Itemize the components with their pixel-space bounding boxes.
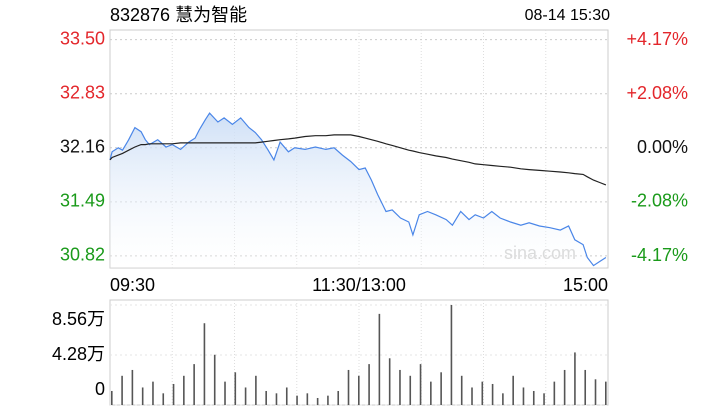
y2-tick-label: -4.17%	[631, 245, 688, 265]
y-tick-label: 4.28万	[52, 344, 105, 364]
volume-bar	[584, 369, 587, 405]
volume-bar	[460, 375, 463, 405]
volume-bar	[285, 387, 288, 405]
x-tick-label: 11:30/13:00	[312, 275, 406, 295]
volume-bar	[440, 372, 442, 405]
volume-bar	[605, 381, 607, 405]
volume-bar	[327, 395, 329, 405]
volume-bar	[265, 390, 267, 405]
volume-bar	[152, 381, 154, 405]
price-line	[109, 112, 607, 267]
volume-bar	[574, 352, 576, 405]
volume-bar	[213, 354, 216, 405]
y2-tick-label: +2.08%	[626, 83, 688, 103]
volume-bar	[388, 358, 391, 405]
price-area	[110, 113, 606, 268]
volume-bar	[183, 375, 185, 405]
volume-bar	[141, 387, 144, 405]
volume-bar	[347, 369, 350, 405]
volume-bar	[419, 364, 422, 405]
volume-bar	[594, 379, 597, 405]
volume-bar	[244, 387, 247, 405]
volume-bar	[111, 390, 113, 405]
volume-bar	[399, 369, 401, 405]
volume-bar	[131, 369, 134, 405]
volume-bar	[234, 372, 237, 405]
volume-bar	[409, 375, 412, 405]
average-line	[109, 134, 607, 186]
volume-bar	[563, 369, 566, 405]
volume-bar	[296, 395, 298, 405]
y2-tick-label: +4.17%	[626, 29, 688, 49]
y-tick-label: 8.56万	[52, 309, 105, 329]
y-tick-label: 30.82	[60, 245, 105, 265]
volume-bar	[378, 313, 381, 405]
volume-bar	[358, 375, 360, 405]
volume-bar	[368, 364, 370, 405]
volume-bar	[162, 393, 165, 405]
y-tick-label: 31.49	[60, 191, 105, 211]
volume-bar	[491, 383, 494, 405]
volume-bar	[532, 390, 535, 405]
volume-bar	[481, 381, 484, 405]
y-tick-label: 32.16	[60, 137, 105, 157]
volume-bar	[553, 381, 556, 405]
volume-bar	[193, 364, 195, 405]
y-tick-label: 32.83	[60, 82, 105, 102]
volume-bar	[172, 383, 175, 405]
y2-tick-label: 0.00%	[637, 137, 688, 157]
volume-bar	[306, 393, 309, 405]
x-tick-label: 09:30	[110, 275, 155, 295]
x-tick-label: 15:00	[563, 275, 608, 295]
volume-bar	[543, 393, 545, 405]
volume-bar	[512, 375, 514, 405]
y2-tick-label: -2.08%	[631, 191, 688, 211]
volume-bar	[502, 393, 504, 405]
volume-bar	[337, 390, 340, 405]
y-tick-label: 0	[95, 379, 105, 399]
timestamp: 08-14 15:30	[525, 7, 611, 24]
stock-title: 832876 慧为智能	[110, 5, 247, 25]
volume-bar	[121, 375, 123, 405]
volume-bar	[255, 375, 257, 405]
volume-bar	[224, 381, 226, 405]
volume-bar	[203, 323, 206, 405]
volume-bar	[275, 393, 278, 405]
volume-bar	[430, 381, 432, 405]
y-tick-label: 33.50	[60, 28, 105, 48]
volume-bar	[471, 387, 473, 405]
volume-bar	[316, 397, 319, 405]
volume-bar	[450, 305, 453, 405]
volume-bar	[522, 387, 525, 405]
